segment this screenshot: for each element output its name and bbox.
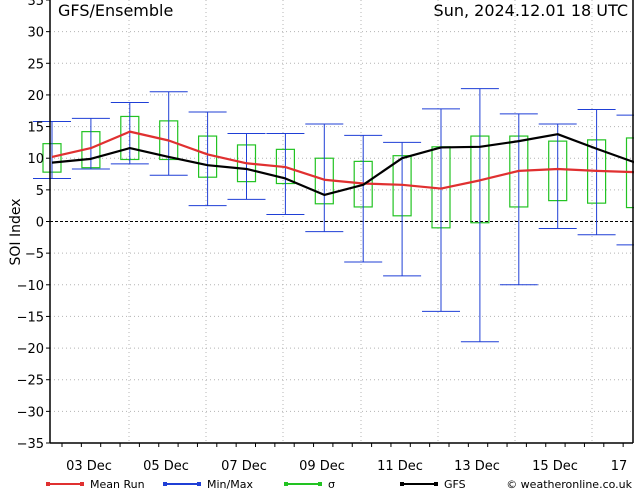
y-tick-label: 30 bbox=[27, 26, 44, 41]
y-tick-label: −15 bbox=[17, 310, 44, 325]
y-axis-label: SOI Index bbox=[8, 198, 24, 265]
y-tick-label: −10 bbox=[17, 279, 44, 294]
legend-marker-mean bbox=[46, 482, 50, 486]
y-tick-label: 5 bbox=[36, 184, 44, 199]
y-tick-label: −20 bbox=[17, 342, 44, 357]
axes bbox=[46, 0, 634, 447]
legend-label-minmax: Min/Max bbox=[207, 478, 253, 490]
x-tick-label: 15 Dec bbox=[532, 459, 578, 474]
mean-run-line bbox=[51, 130, 634, 190]
legend-marker-mean bbox=[80, 482, 84, 486]
series-lines bbox=[51, 130, 634, 197]
legend-marker-minmax bbox=[197, 482, 201, 486]
gfs-line bbox=[51, 133, 634, 197]
y-tick-label: −5 bbox=[25, 247, 44, 262]
y-tick-label: 15 bbox=[27, 121, 44, 136]
run-datetime: Sun, 2024.12.01 18 UTC bbox=[434, 1, 628, 20]
x-tick-label: 09 Dec bbox=[299, 459, 345, 474]
legend: Mean Run Min/Max σ GFS bbox=[46, 478, 466, 490]
y-tick-labels: −35 −30 −25 −20 −15 −10 −5 0 5 10 15 20 25 30 35 bbox=[17, 0, 44, 452]
chart-title: GFS/Ensemble bbox=[58, 1, 173, 20]
y-tick-label: −35 bbox=[17, 437, 44, 452]
y-tick-label: 20 bbox=[27, 89, 44, 104]
legend-label-gfs: GFS bbox=[444, 478, 466, 490]
y-tick-label: −30 bbox=[17, 405, 44, 420]
x-tick-label: 07 Dec bbox=[221, 459, 267, 474]
minmax-whiskers bbox=[33, 88, 634, 343]
x-tick-label: 17 bbox=[611, 459, 628, 474]
legend-marker-gfs bbox=[434, 482, 438, 486]
y-tick-label: −25 bbox=[17, 374, 44, 389]
x-tick-label: 03 Dec bbox=[66, 459, 112, 474]
x-tick-label: 05 Dec bbox=[143, 459, 189, 474]
legend-marker-minmax bbox=[163, 482, 167, 486]
legend-marker-gfs bbox=[400, 482, 404, 486]
y-tick-label: 25 bbox=[27, 57, 44, 72]
legend-marker-sigma bbox=[318, 482, 322, 486]
legend-label-sigma: σ bbox=[328, 478, 335, 490]
legend-label-mean: Mean Run bbox=[90, 478, 145, 490]
x-tick-labels: 03 Dec 05 Dec 07 Dec 09 Dec 11 Dec 13 Dec 15 D… bbox=[66, 459, 627, 474]
y-tick-label: 0 bbox=[36, 216, 44, 231]
x-tick-label: 11 Dec bbox=[377, 459, 423, 474]
x-tick-label: 13 Dec bbox=[454, 459, 500, 474]
credit-text: © weatheronline.co.uk bbox=[506, 478, 632, 490]
y-tick-label: 35 bbox=[27, 0, 44, 9]
legend-marker-sigma bbox=[284, 482, 288, 486]
y-tick-label: 10 bbox=[27, 152, 44, 167]
